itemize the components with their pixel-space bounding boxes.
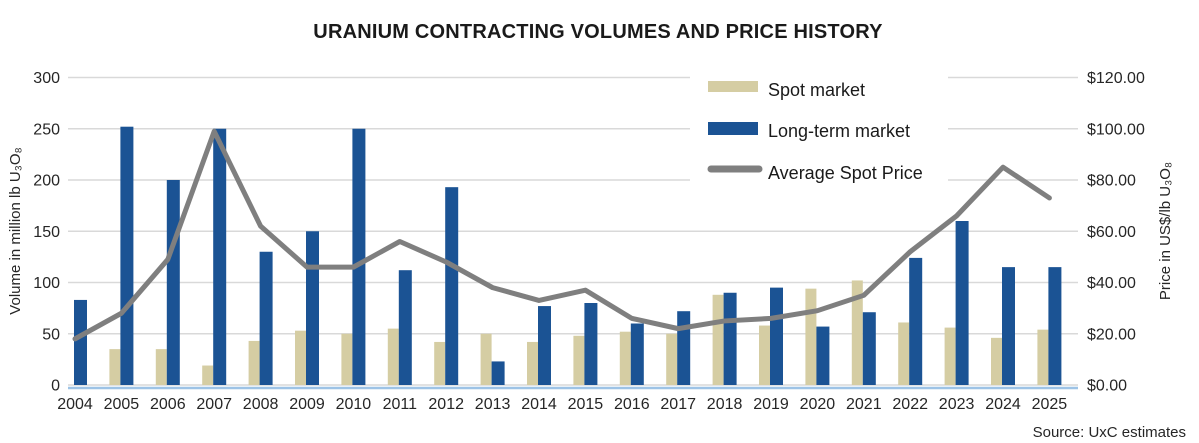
left-axis-title: Volume in million lb U₃O₈ (7, 147, 24, 314)
bar-long-term-2008 (259, 251, 273, 385)
bar-long-term-2018 (723, 292, 737, 385)
tick-labels-layer: 0 $0.00 50 $20.00 100 $40.00 150 $60.00 200 $80.0… (33, 70, 1145, 413)
average-spot-price-line (72, 128, 1052, 342)
x-axis-label-2025: 2025 (1032, 396, 1068, 413)
bar-spot-2010 (341, 333, 353, 385)
legend-swatch-spot-market (708, 81, 758, 92)
x-axis-label-2006: 2006 (150, 396, 186, 413)
x-axis-label-2021: 2021 (846, 396, 882, 413)
bar-long-term-2012 (445, 187, 459, 385)
left-axis-tick-label: 100 (33, 275, 60, 292)
bar-long-term-2006 (166, 180, 180, 385)
bar-spot-2005 (109, 349, 121, 385)
bar-long-term-2020 (816, 326, 830, 385)
bar-long-term-2019 (770, 287, 783, 385)
x-axis-label-2014: 2014 (521, 396, 557, 413)
right-axis-tick-label: $0.00 (1087, 378, 1127, 395)
x-axis-label-2011: 2011 (383, 396, 418, 413)
right-axis-tick-label: $60.00 (1087, 224, 1136, 241)
x-axis-label-2013: 2013 (475, 396, 511, 413)
x-axis-label-2022: 2022 (892, 396, 928, 413)
price-line-layer (72, 128, 1052, 342)
bar-spot-2015 (573, 335, 585, 385)
x-axis-label-2018: 2018 (707, 396, 743, 413)
right-axis-tick-label: $40.00 (1087, 275, 1136, 292)
x-axis-label-2024: 2024 (985, 396, 1021, 413)
bar-long-term-2005 (120, 126, 134, 385)
bar-long-term-2014 (538, 306, 551, 385)
bar-spot-2021 (851, 280, 863, 385)
bar-long-term-2015 (584, 303, 598, 385)
bar-long-term-2025 (1048, 267, 1062, 385)
right-axis-tick-label: $20.00 (1087, 326, 1136, 343)
bar-long-term-2022 (909, 257, 923, 385)
left-axis-tick-label: 150 (33, 224, 60, 241)
bar-long-term-2013 (491, 361, 505, 385)
x-axis-label-2019: 2019 (753, 396, 789, 413)
x-axis-label-2020: 2020 (800, 396, 836, 413)
x-axis-label-2010: 2010 (336, 396, 372, 413)
x-axis-label-2008: 2008 (243, 396, 279, 413)
bar-spot-2013 (480, 333, 492, 385)
bar-spot-2025 (1037, 329, 1049, 385)
bar-long-term-2021 (862, 312, 876, 385)
left-axis-tick-label: 0 (51, 378, 60, 395)
legend-label-average-spot-price: Average Spot Price (768, 163, 923, 183)
bar-spot-2011 (387, 328, 399, 385)
bar-spot-2007 (202, 365, 214, 385)
right-axis-title: Price in US$/lb U₃O₈ (1157, 162, 1174, 300)
x-axis-label-2017: 2017 (660, 396, 696, 413)
bar-spot-2017 (666, 333, 678, 385)
bar-spot-2014 (527, 341, 538, 385)
source-label: Source: UxC estimates (1033, 424, 1186, 441)
legend-label-long-term-market: Long-term market (768, 121, 910, 141)
bar-spot-2012 (434, 341, 446, 385)
chart-title: URANIUM CONTRACTING VOLUMES AND PRICE HI… (313, 21, 883, 43)
bar-long-term-2009 (306, 231, 319, 385)
bar-spot-2016 (619, 331, 631, 385)
bar-spot-2022 (898, 322, 910, 385)
bar-long-term-2024 (1002, 267, 1015, 385)
x-axis-label-2015: 2015 (568, 396, 604, 413)
right-axis-tick-label: $80.00 (1087, 173, 1136, 190)
bars-layer (68, 126, 1078, 390)
bar-long-term-2010 (352, 128, 366, 385)
left-axis-tick-label: 200 (33, 173, 60, 190)
bar-long-term-2004 (74, 299, 87, 385)
legend-swatch-long-term-market (708, 122, 758, 135)
bar-long-term-2016 (630, 323, 644, 385)
left-axis-tick-label: 300 (33, 70, 60, 87)
bar-spot-2006 (155, 349, 167, 385)
right-axis-tick-label: $100.00 (1087, 121, 1145, 138)
bar-spot-2020 (805, 288, 817, 385)
bar-long-term-2023 (955, 221, 969, 385)
bar-long-term-2017 (677, 311, 691, 385)
bar-long-term-2011 (398, 270, 412, 385)
x-axis-label-2009: 2009 (289, 396, 325, 413)
bar-spot-2008 (248, 340, 260, 385)
legend-label-spot-market: Spot market (768, 80, 865, 100)
x-axis-label-2016: 2016 (614, 396, 650, 413)
left-axis-tick-label: 250 (33, 121, 60, 138)
x-axis-label-2012: 2012 (428, 396, 464, 413)
bar-spot-2009 (295, 330, 306, 385)
bar-spot-2023 (944, 327, 956, 385)
legend: Spot market Long-term market Average Spo… (707, 80, 923, 183)
bar-spot-2018 (712, 294, 724, 385)
bar-spot-2019 (759, 325, 770, 385)
right-axis-tick-label: $120.00 (1087, 70, 1145, 87)
left-axis-tick-label: 50 (42, 326, 60, 343)
bar-long-term-2007 (213, 128, 227, 385)
x-axis-label-2004: 2004 (57, 396, 93, 413)
bar-spot-2024 (991, 337, 1002, 385)
x-axis-label-2005: 2005 (104, 396, 140, 413)
x-axis-label-2007: 2007 (196, 396, 232, 413)
x-axis-label-2023: 2023 (939, 396, 975, 413)
